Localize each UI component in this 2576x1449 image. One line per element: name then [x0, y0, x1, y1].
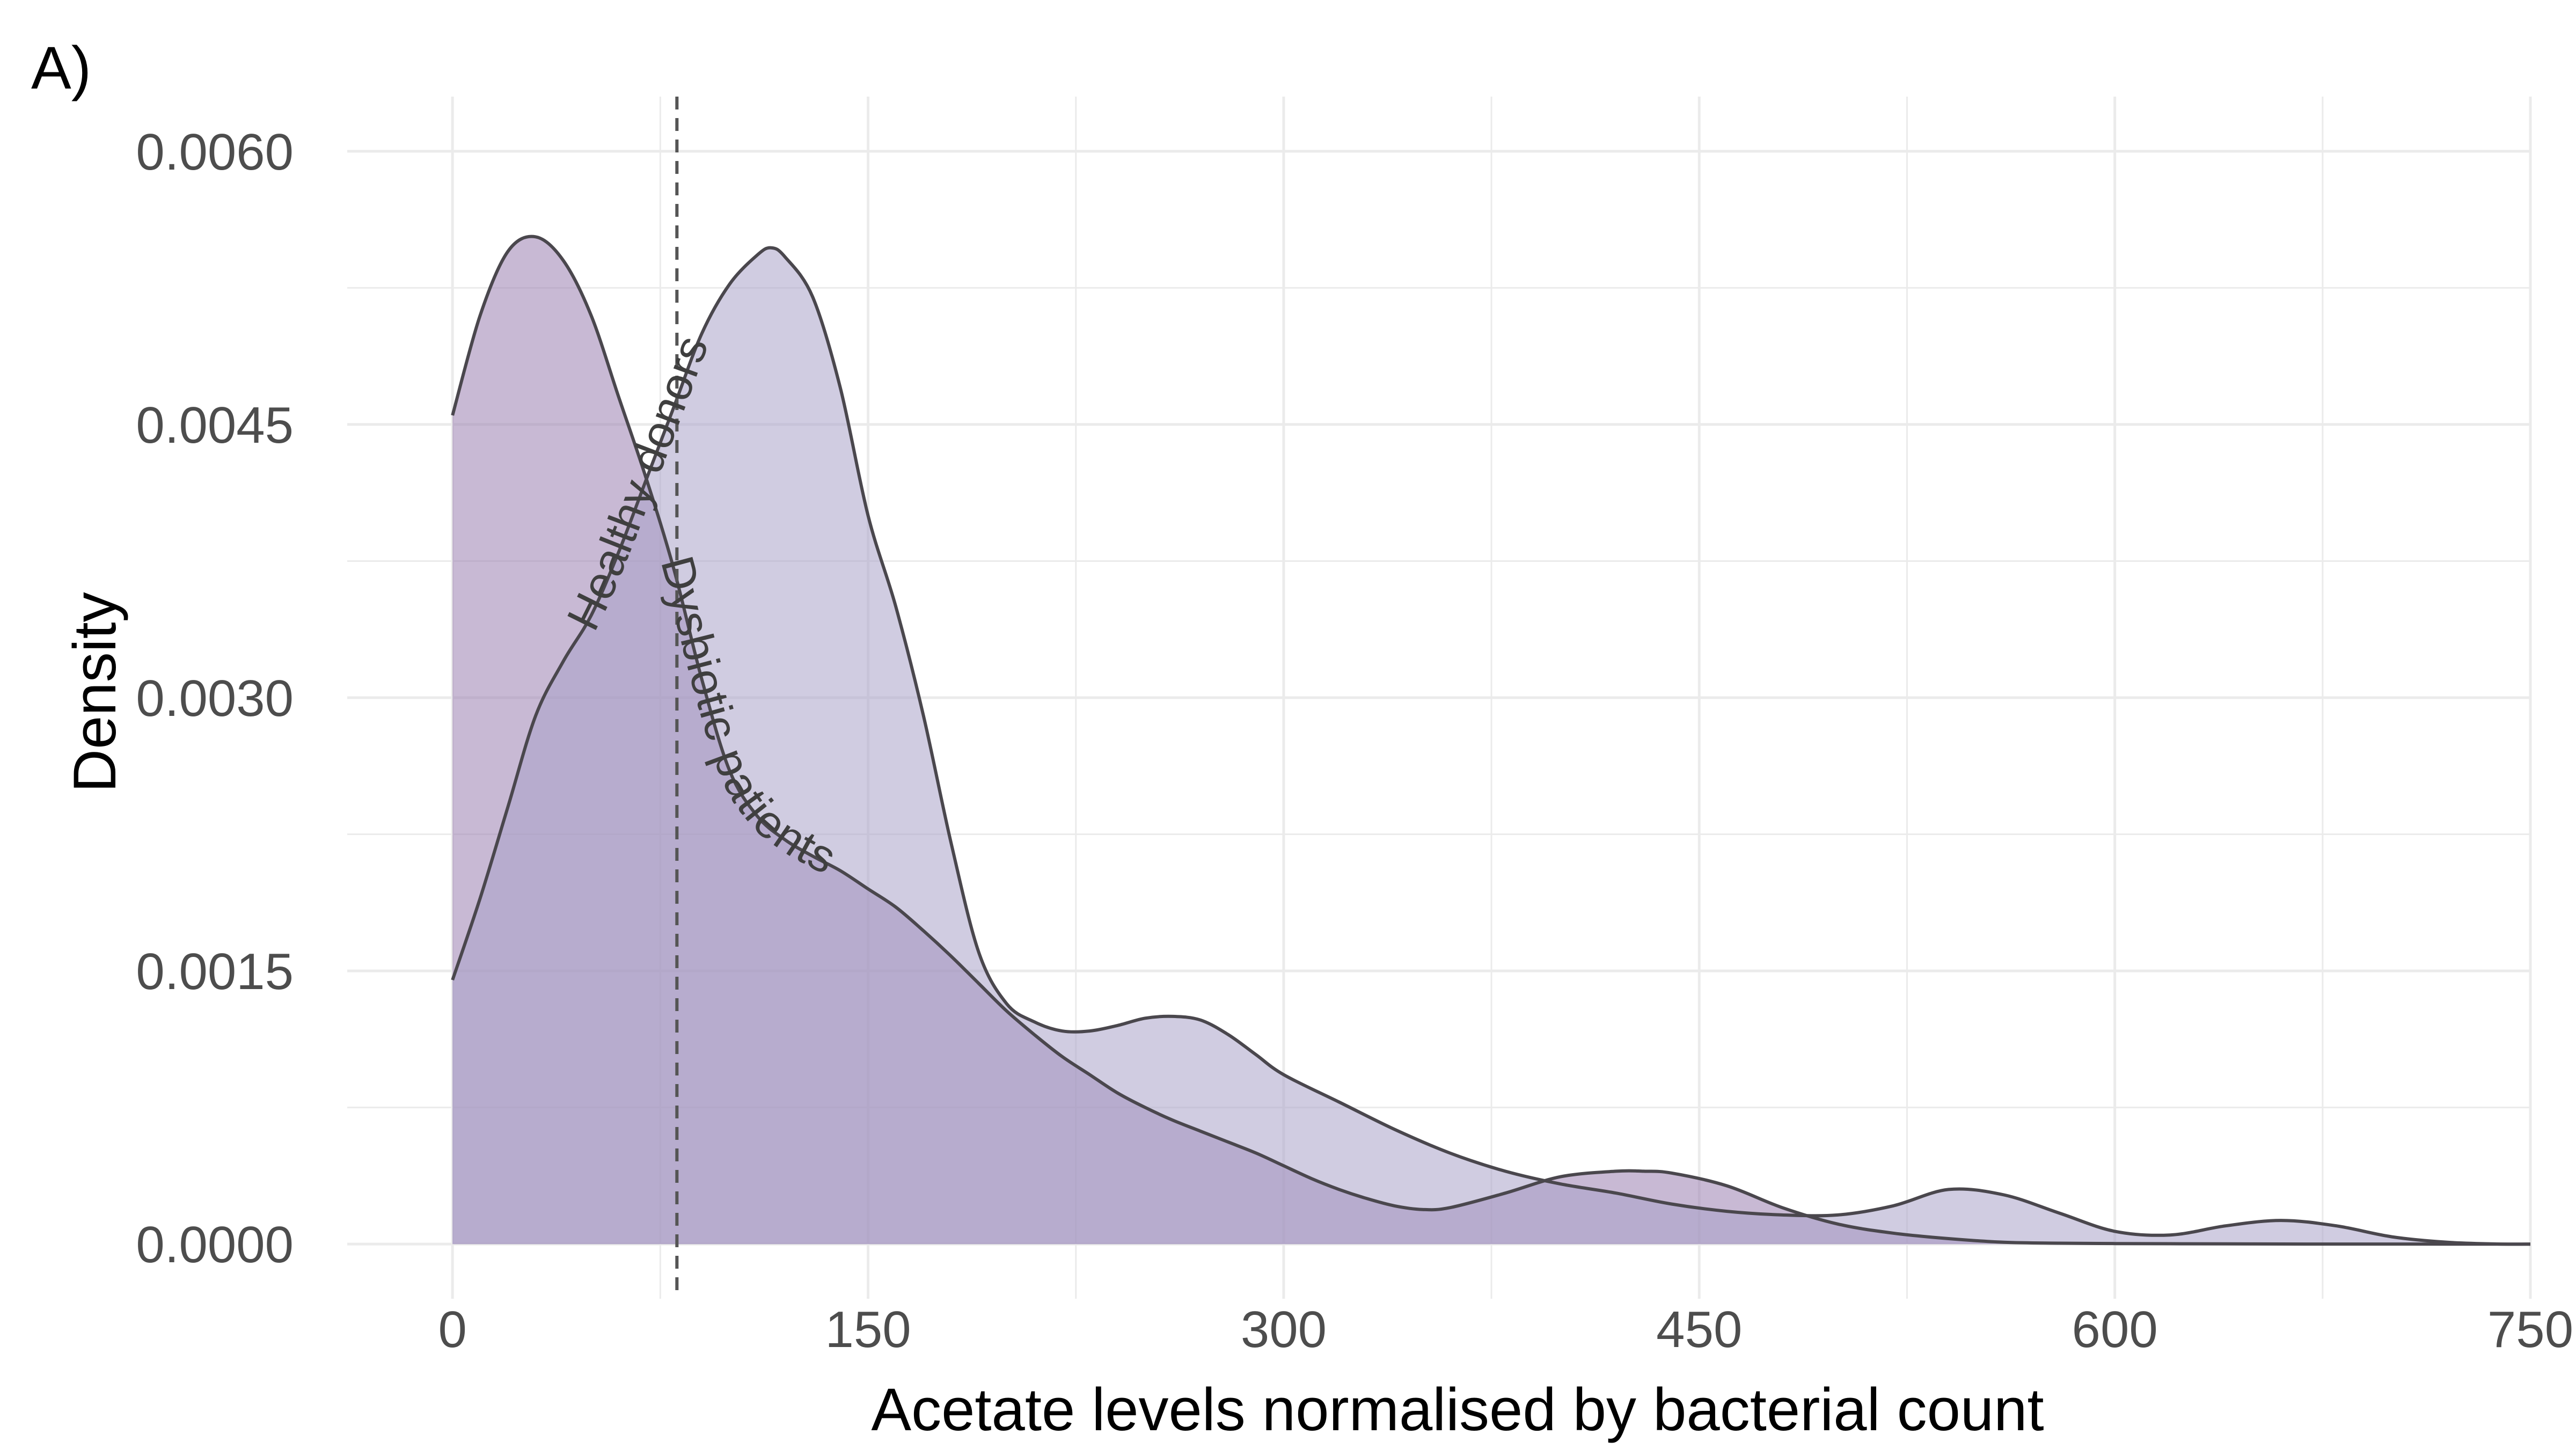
y-tick-label: 0.0030	[136, 670, 294, 727]
x-tick-label: 750	[2487, 1301, 2573, 1358]
x-tick-label: 150	[825, 1301, 911, 1358]
y-tick-label: 0.0015	[136, 943, 294, 1000]
density-areas	[452, 236, 2531, 1245]
density-line-healthy-donors	[451, 246, 2531, 1246]
y-tick-label: 0.0060	[136, 123, 294, 181]
x-tick-label: 600	[2072, 1301, 2158, 1358]
density-area-healthy-donors	[452, 247, 2531, 1245]
tick-labels: 0 150 300 450 600 750 0.0000 0.0015 0.0030 0.0045…	[136, 123, 2573, 1358]
y-tick-label: 0.0000	[136, 1216, 294, 1274]
x-tick-label: 450	[1656, 1301, 1742, 1358]
panel-label: A)	[31, 34, 91, 101]
x-tick-label: 0	[438, 1301, 466, 1358]
y-axis-title: Density	[61, 592, 128, 792]
y-tick-label: 0.0045	[136, 397, 294, 454]
x-tick-label: 300	[1241, 1301, 1327, 1358]
x-axis-title: Acetate levels normalised by bacterial c…	[871, 1376, 2044, 1443]
